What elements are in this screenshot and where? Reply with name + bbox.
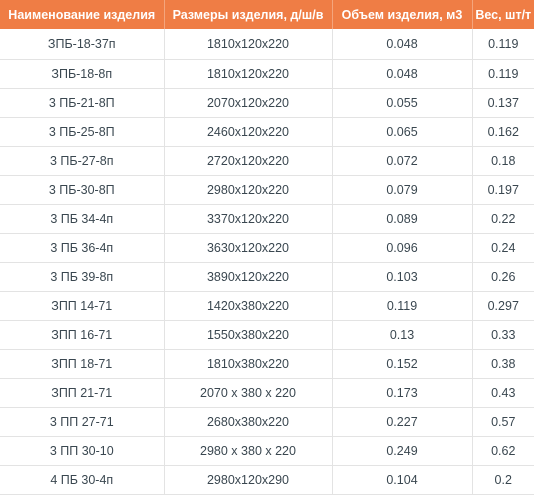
table-row: ЗПБ-18-8п 1810х120х220 0.048 0.119 [0, 59, 534, 89]
cell-volume: 0.079 [332, 175, 473, 205]
cell-dimensions: 1810х380х220 [164, 349, 333, 379]
table-row: 3 ПБ-21-8П 2070х120х220 0.055 0.137 [0, 88, 534, 118]
cell-name: 3 ПБ 36-4п [0, 233, 165, 263]
table-row: ЗПП 18-71 1810х380х220 0.152 0.38 [0, 349, 534, 379]
cell-name: 3 ПП 27-71 [0, 407, 165, 437]
cell-dimensions: 2980 х 380 х 220 [164, 436, 333, 466]
header-row: Наименование изделия Размеры изделия, д/… [0, 0, 534, 29]
table-row: 3 ПП 27-71 2680х380х220 0.227 0.57 [0, 407, 534, 437]
cell-volume: 0.13 [332, 320, 473, 350]
cell-dimensions: 1550х380х220 [164, 320, 333, 350]
cell-weight: 0.62 [472, 436, 534, 466]
table-row: ЗПБ-18-37п 1810х120х220 0.048 0.119 [0, 29, 534, 60]
cell-volume: 0.103 [332, 262, 473, 292]
table-body: ЗПБ-18-37п 1810х120х220 0.048 0.119 ЗПБ-18-8… [0, 29, 534, 495]
cell-name: ЗПП 21-71 [0, 378, 165, 408]
cell-name: 3 ПБ 39-8п [0, 262, 165, 292]
cell-dimensions: 2680х380х220 [164, 407, 333, 437]
cell-dimensions: 2720х120х220 [164, 146, 333, 176]
cell-volume: 0.152 [332, 349, 473, 379]
cell-name: 3 ПП 30-10 [0, 436, 165, 466]
cell-weight: 0.119 [472, 59, 534, 89]
cell-name: 3 ПБ-30-8П [0, 175, 165, 205]
table-row: 3 ПБ-30-8П 2980х120х220 0.079 0.197 [0, 175, 534, 205]
cell-weight: 0.26 [472, 262, 534, 292]
cell-weight: 0.43 [472, 378, 534, 408]
cell-weight: 0.18 [472, 146, 534, 176]
cell-weight: 0.57 [472, 407, 534, 437]
cell-dimensions: 1420х380х220 [164, 291, 333, 321]
table-row: 3 ПБ-25-8П 2460х120х220 0.065 0.162 [0, 117, 534, 147]
cell-volume: 0.104 [332, 465, 473, 495]
cell-weight: 0.33 [472, 320, 534, 350]
table-row: 3 ПБ 36-4п 3630х120х220 0.096 0.24 [0, 233, 534, 263]
cell-volume: 0.096 [332, 233, 473, 263]
cell-weight: 0.22 [472, 204, 534, 234]
cell-volume: 0.249 [332, 436, 473, 466]
cell-weight: 0.197 [472, 175, 534, 205]
cell-name: ЗПП 14-71 [0, 291, 165, 321]
cell-dimensions: 2460х120х220 [164, 117, 333, 147]
cell-name: ЗПБ-18-37п [0, 29, 165, 60]
cell-volume: 0.048 [332, 59, 473, 89]
header-name: Наименование изделия [0, 0, 165, 29]
table-row: 3 ПБ 39-8п 3890х120х220 0.103 0.26 [0, 262, 534, 292]
cell-dimensions: 2070х120х220 [164, 88, 333, 118]
cell-volume: 0.048 [332, 29, 473, 60]
cell-weight: 0.38 [472, 349, 534, 379]
table-row: 3 ПБ 34-4п 3370х120х220 0.089 0.22 [0, 204, 534, 234]
cell-dimensions: 2980х120х290 [164, 465, 333, 495]
cell-dimensions: 3370х120х220 [164, 204, 333, 234]
cell-dimensions: 3630х120х220 [164, 233, 333, 263]
cell-volume: 0.173 [332, 378, 473, 408]
cell-name: ЗПП 16-71 [0, 320, 165, 350]
header-weight: Вес, шт/т [472, 0, 534, 29]
cell-dimensions: 2980х120х220 [164, 175, 333, 205]
cell-weight: 0.2 [472, 465, 534, 495]
cell-weight: 0.162 [472, 117, 534, 147]
table-row: 3 ПБ-27-8п 2720х120х220 0.072 0.18 [0, 146, 534, 176]
cell-dimensions: 3890х120х220 [164, 262, 333, 292]
cell-name: 4 ПБ 30-4п [0, 465, 165, 495]
cell-weight: 0.137 [472, 88, 534, 118]
table-header: Наименование изделия Размеры изделия, д/… [0, 0, 534, 29]
cell-name: 3 ПБ-25-8П [0, 117, 165, 147]
table-row: 3 ПП 30-10 2980 х 380 х 220 0.249 0.62 [0, 436, 534, 466]
cell-name: ЗПБ-18-8п [0, 59, 165, 89]
cell-name: 3 ПБ 34-4п [0, 204, 165, 234]
table-row: ЗПП 21-71 2070 х 380 х 220 0.173 0.43 [0, 378, 534, 408]
cell-name: 3 ПБ-27-8п [0, 146, 165, 176]
cell-volume: 0.072 [332, 146, 473, 176]
cell-dimensions: 2070 х 380 х 220 [164, 378, 333, 408]
header-dimensions: Размеры изделия, д/ш/в [164, 0, 333, 29]
cell-weight: 0.297 [472, 291, 534, 321]
cell-name: ЗПП 18-71 [0, 349, 165, 379]
table-row: ЗПП 14-71 1420х380х220 0.119 0.297 [0, 291, 534, 321]
cell-volume: 0.089 [332, 204, 473, 234]
cell-volume: 0.119 [332, 291, 473, 321]
cell-weight: 0.24 [472, 233, 534, 263]
cell-name: 3 ПБ-21-8П [0, 88, 165, 118]
cell-dimensions: 1810х120х220 [164, 29, 333, 60]
header-volume: Объем изделия, м3 [332, 0, 473, 29]
cell-dimensions: 1810х120х220 [164, 59, 333, 89]
cell-volume: 0.065 [332, 117, 473, 147]
cell-volume: 0.055 [332, 88, 473, 118]
table-row: ЗПП 16-71 1550х380х220 0.13 0.33 [0, 320, 534, 350]
cell-weight: 0.119 [472, 29, 534, 60]
table-row: 4 ПБ 30-4п 2980х120х290 0.104 0.2 [0, 465, 534, 495]
cell-volume: 0.227 [332, 407, 473, 437]
